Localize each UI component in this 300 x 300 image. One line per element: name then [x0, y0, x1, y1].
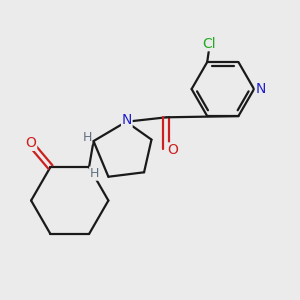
Text: N: N — [255, 82, 266, 96]
Text: H: H — [82, 131, 92, 144]
Text: Cl: Cl — [202, 37, 215, 51]
Text: O: O — [167, 143, 178, 157]
Text: H: H — [90, 167, 99, 180]
Text: N: N — [122, 113, 132, 127]
Text: O: O — [26, 136, 37, 150]
